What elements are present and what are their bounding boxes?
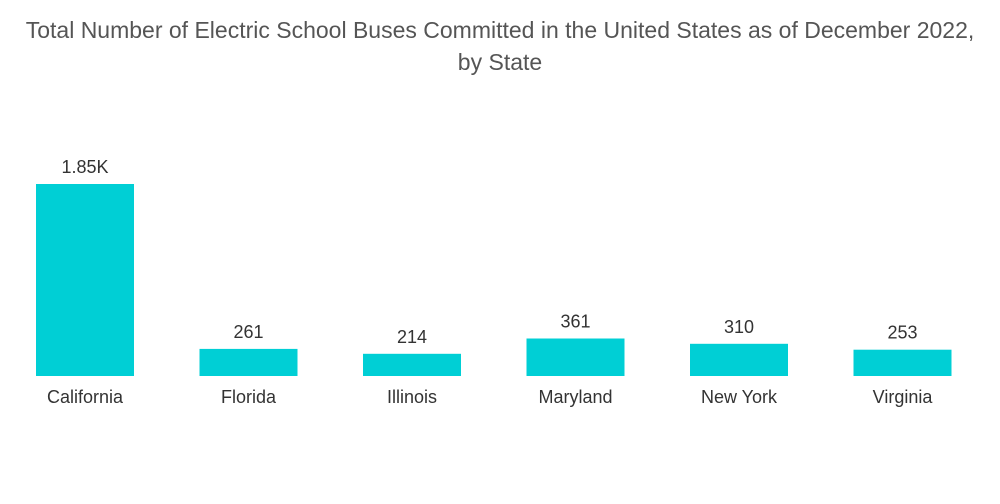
x-tick-label-new-york: New York bbox=[701, 387, 778, 407]
bar-california bbox=[36, 184, 134, 376]
data-label-illinois: 214 bbox=[397, 327, 427, 347]
bar-virginia bbox=[853, 349, 952, 376]
x-tick-label-california: California bbox=[47, 387, 124, 407]
bar-illinois bbox=[363, 353, 461, 376]
data-label-florida: 261 bbox=[233, 322, 263, 342]
x-tick-label-virginia: Virginia bbox=[873, 387, 934, 407]
data-label-california: 1.85K bbox=[61, 157, 108, 177]
bar-florida bbox=[199, 348, 298, 376]
chart-title-line-1: Total Number of Electric School Buses Co… bbox=[25, 17, 975, 43]
x-tick-label-illinois: Illinois bbox=[387, 387, 437, 407]
data-label-maryland: 361 bbox=[560, 312, 590, 332]
chart-title: Total Number of Electric School Buses Co… bbox=[0, 14, 1000, 78]
bar-maryland bbox=[526, 338, 625, 376]
x-tick-label-maryland: Maryland bbox=[538, 387, 612, 407]
bar-new-york bbox=[690, 343, 788, 376]
x-tick-label-florida: Florida bbox=[221, 387, 277, 407]
data-label-virginia: 253 bbox=[887, 323, 917, 343]
data-label-new-york: 310 bbox=[724, 317, 754, 337]
chart-title-line-2: by State bbox=[457, 49, 543, 75]
